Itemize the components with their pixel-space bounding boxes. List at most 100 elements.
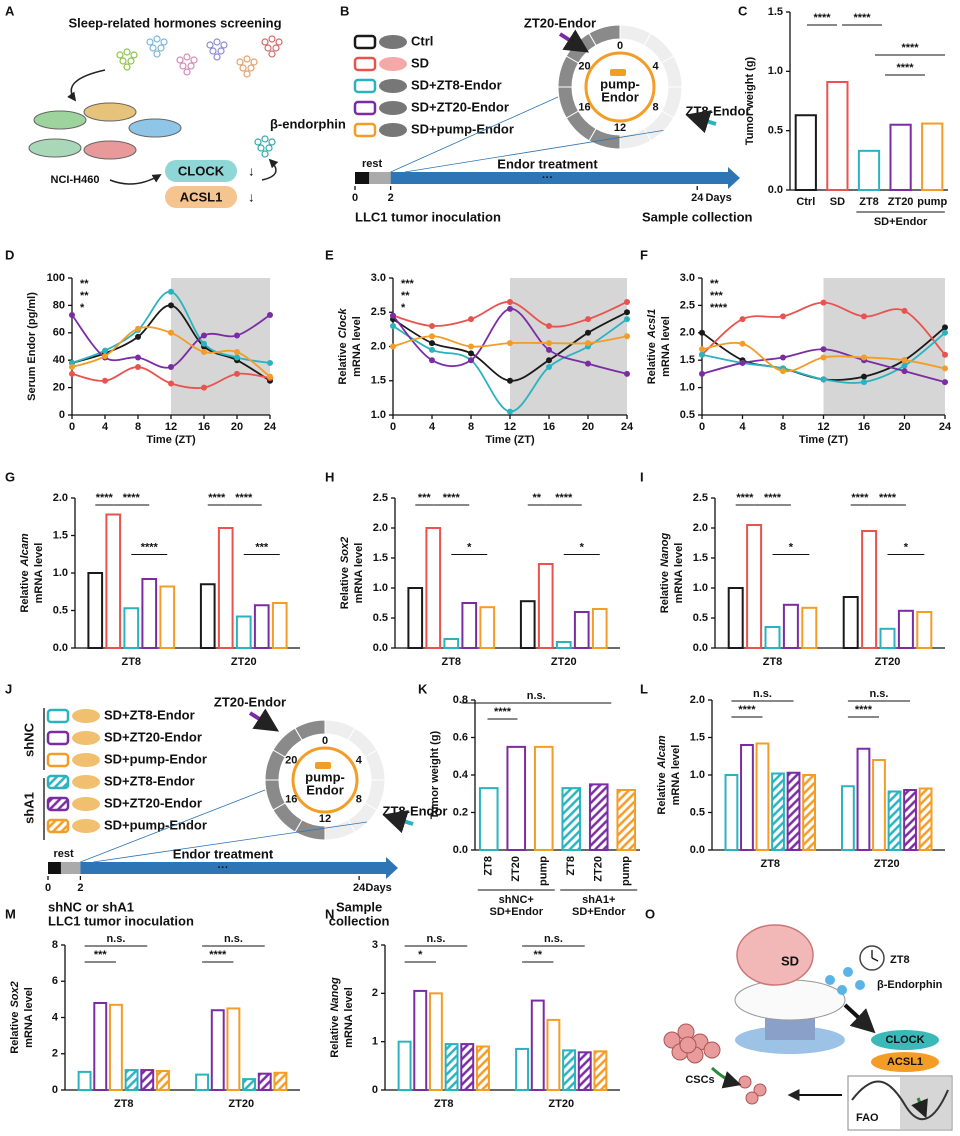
- significance-label: ***: [710, 290, 724, 302]
- end-label: Sample collection: [642, 209, 753, 224]
- data-point: [135, 354, 141, 361]
- hormone-label: β-Endorphin: [877, 979, 943, 991]
- cell-icon: [183, 53, 191, 61]
- mouse-body: [734, 979, 846, 1021]
- mouse-icon: [72, 775, 100, 789]
- y-tick-label: 1.0: [768, 65, 783, 77]
- data-point: [780, 354, 786, 361]
- significance-label: *: [467, 541, 472, 553]
- y-tick-label: 2.0: [690, 694, 705, 706]
- pump-icon: [315, 762, 331, 769]
- cell-icon: [213, 53, 221, 61]
- data-point: [901, 357, 908, 364]
- data-point: [234, 370, 240, 377]
- x-tick-label: ZT20: [875, 656, 901, 668]
- significance-label: ****: [813, 12, 831, 24]
- clock-number: 8: [652, 101, 658, 113]
- bar: [724, 774, 739, 851]
- culture-dish: [28, 138, 82, 158]
- y-tick-label: 2.5: [693, 492, 708, 504]
- y-tick-label: 1.5: [690, 731, 705, 743]
- mouse-icon: [379, 101, 407, 115]
- x-tick-label: ZT8: [121, 656, 141, 668]
- fao-curve: [851, 1080, 949, 1120]
- x-axis-label: Time (ZT): [485, 434, 535, 446]
- pump-icon: [610, 69, 626, 76]
- data-point: [234, 348, 240, 355]
- legend-swatch: [353, 78, 377, 94]
- legend-label: Ctrl: [411, 33, 433, 48]
- y-tick-label: 2: [52, 1048, 58, 1060]
- rest-label: rest: [362, 158, 383, 170]
- fao-shade: [900, 1077, 951, 1129]
- significance-label: **: [80, 278, 89, 290]
- x-tick-label: 0: [390, 421, 396, 433]
- bar: [546, 1018, 561, 1092]
- y-tick-label: 0.0: [373, 642, 388, 654]
- x-tick-label: 20: [582, 421, 594, 433]
- diagram-title: Sleep-related hormones screening: [68, 15, 281, 30]
- bar: [533, 745, 554, 851]
- y-axis-label: Serum Endor (pg/ml): [26, 292, 38, 401]
- bar: [842, 596, 859, 649]
- data-point: [699, 351, 705, 358]
- y-tick-label: 8: [52, 939, 58, 951]
- zt8-arrow: [382, 810, 414, 834]
- gene-ellipse: [871, 1030, 939, 1050]
- data-point: [546, 364, 552, 371]
- endorphin-dot: [855, 980, 865, 990]
- x-tick-label: 20: [898, 421, 910, 433]
- data-point: [546, 357, 552, 364]
- y-axis-label: Relative Acsl1: [646, 309, 658, 385]
- bar: [921, 122, 944, 191]
- legend-label: SD+ZT20-Endor: [104, 795, 202, 810]
- y-label-gene: Alcam: [19, 533, 31, 567]
- cell-icon: [213, 38, 221, 46]
- gene-label: ACSL1: [887, 1056, 923, 1068]
- fao-arrow: [911, 1097, 928, 1119]
- y-axis-label: mRNA level: [660, 316, 672, 377]
- bar: [918, 787, 933, 851]
- data-point: [624, 370, 630, 377]
- mouse-icon: [379, 35, 407, 49]
- data-point: [234, 354, 240, 361]
- cell-icon: [247, 64, 255, 72]
- significance-label: n.s.: [753, 688, 772, 700]
- x-tick-label: 0: [69, 421, 75, 433]
- panel-label: L: [640, 681, 648, 696]
- x-tick-label: 0: [699, 421, 705, 433]
- cell-icon: [264, 44, 272, 52]
- mouse-icon: [72, 797, 100, 811]
- bar: [253, 604, 270, 649]
- x-tick-label: Ctrl: [796, 196, 815, 208]
- cell-icon: [116, 51, 124, 59]
- significance-label: **: [710, 278, 719, 290]
- gene-box: [165, 160, 237, 182]
- group-label: SD+Endor: [490, 906, 544, 918]
- night-shading: [823, 278, 945, 415]
- data-point: [942, 351, 948, 358]
- y-label-gene: Clock: [337, 308, 349, 339]
- cell-icon: [217, 47, 225, 55]
- x-tick-label: ZT20: [510, 856, 522, 882]
- cell-icon: [179, 62, 187, 70]
- days-unit: Days: [705, 192, 731, 204]
- bar: [141, 578, 158, 649]
- legend-swatch: [46, 730, 70, 746]
- cell-icon: [123, 63, 131, 71]
- start-label: LLC1 tumor inoculation: [355, 209, 501, 224]
- y-label-gene: Acsl1: [646, 309, 658, 339]
- fao-label: FAO: [856, 1112, 879, 1124]
- significance-label: ****: [494, 706, 512, 718]
- legend-label: SD+pump-Endor: [104, 817, 207, 832]
- arrow: [843, 1003, 876, 1034]
- data-point: [624, 316, 630, 323]
- y-label-text: Relative: [659, 571, 671, 613]
- significance-label: ****: [710, 302, 728, 314]
- y-label-text: Relative: [656, 772, 668, 814]
- legend-swatch: [46, 708, 70, 724]
- cell-icon: [130, 51, 138, 59]
- legend-swatch: [46, 818, 70, 834]
- bar: [591, 608, 608, 649]
